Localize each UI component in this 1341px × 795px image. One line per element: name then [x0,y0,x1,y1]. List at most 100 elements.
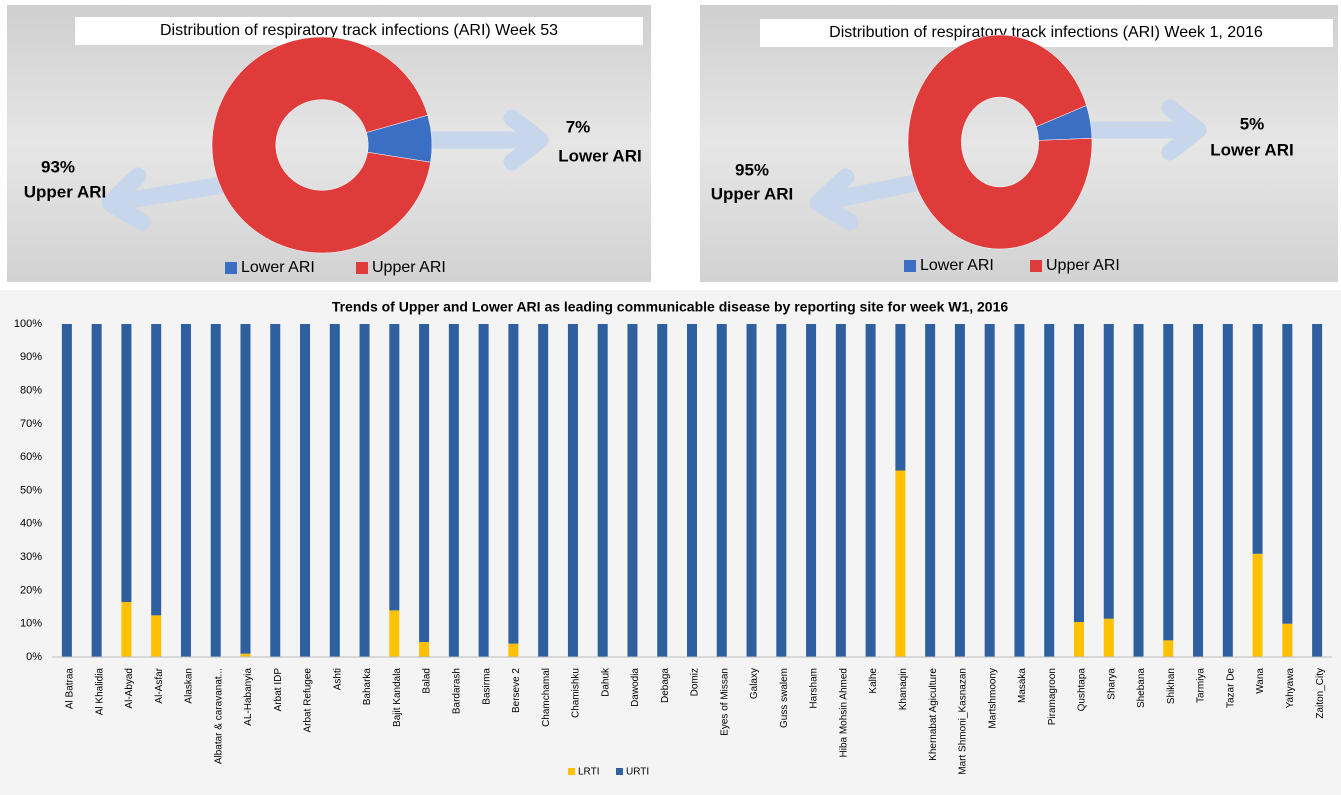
x-tick-label: Debaga [660,668,671,703]
x-tick-label: Shikhan [1166,668,1177,704]
x-tick-label: Harsham [809,668,820,709]
bar-segment [91,324,102,657]
x-tick-label: Balad [422,668,433,694]
legend-swatch [356,262,368,274]
x-tick-label: Yahyawa [1285,668,1296,709]
x-tick-label: Hiba Mohsin Ahmed [838,668,849,758]
bar-segment [270,324,281,657]
x-tick-label: Mart Shmoni_Kasnazan [958,668,969,775]
x-tick-label: Al-Asfar [154,667,165,703]
arrow [413,109,549,171]
bar-segment [984,324,995,657]
bar-segment [329,324,340,657]
legend-label: Lower ARI [241,259,315,276]
x-tick-label: AL-Habanyia [243,668,254,726]
slice-label: Lower ARI [1210,140,1293,159]
bar-segment [389,610,400,657]
bar-segment [1014,324,1025,657]
chart-title: Distribution of respiratory track infect… [829,24,1263,41]
bar-segment [151,615,162,657]
bar-segment [448,324,459,657]
bar-segment [1073,324,1084,623]
y-tick-label: 30% [20,551,42,563]
x-tick-label: Basirma [481,668,492,705]
legend-label: LRTI [578,767,600,778]
x-tick-label: Zaiton_City [1315,668,1326,719]
bar-segment [806,324,817,657]
bar-segment [240,324,251,654]
legend-label: URTI [626,767,649,778]
y-tick-label: 80% [20,385,42,397]
x-tick-label: Khanaqin [898,668,909,710]
x-tick-label: Al Khalidia [94,668,105,716]
value-label: 5% [1240,114,1265,133]
chart-title: Trends of Upper and Lower ARI as leading… [332,299,1009,315]
legend-swatch [904,260,916,272]
x-tick-label: Dawodia [630,668,641,707]
chart-title: Distribution of respiratory track infect… [160,22,558,39]
bar-segment [151,324,162,616]
panel [0,290,1341,795]
arrow [809,168,939,231]
arrow [1079,99,1207,161]
x-tick-label: Ashti [332,668,343,690]
x-tick-label: Tazar De [1225,668,1236,708]
bar-segment [627,324,638,657]
bar-segment [895,324,906,471]
bar-segment [925,324,936,657]
x-tick-label: Chamchamal [541,668,552,727]
x-tick-label: Tarmiya [1196,668,1207,703]
bar-segment [359,324,370,657]
bar-segment [1222,324,1233,657]
slice-label: Lower ARI [558,146,641,165]
bar-segment [1044,324,1055,657]
bar-segment [746,324,757,657]
value-label: 7% [566,117,591,136]
x-tick-label: Chamishku [571,668,582,718]
x-tick-label: Wana [1255,668,1266,694]
bar-segment [835,324,846,657]
legend-swatch [225,262,237,274]
bar-segment [419,324,430,643]
y-tick-label: 0% [26,651,42,663]
y-tick-label: 50% [20,484,42,496]
x-tick-label: Bajit Kandala [392,668,403,727]
bar-segment [61,324,72,657]
x-tick-label: Bardarash [452,668,463,714]
y-tick-label: 100% [14,318,42,330]
x-tick-label: Galaxy [749,668,760,699]
bar-segment [716,324,727,657]
title-box [75,17,643,45]
x-tick-label: Arbat Refugee [303,668,314,733]
y-tick-label: 60% [20,451,42,463]
title-box [760,19,1333,47]
bar-segment [1103,618,1114,657]
value-label: 95% [735,160,769,179]
x-tick-label: Albatar & caravanat... [213,668,224,764]
x-tick-label: Martshmoony [987,668,998,729]
slice [211,36,431,254]
x-tick-label: Dahuk [600,667,611,697]
bar-segment [538,324,549,657]
bar-segment [1282,623,1293,657]
y-tick-label: 70% [20,418,42,430]
bar-segment [1312,324,1323,657]
bar-segment [1282,324,1293,624]
x-tick-label: Piramagroon [1047,668,1058,725]
bar-segment [389,324,400,611]
bar-segment [657,324,668,657]
x-tick-label: Domiz [690,668,701,696]
bar-segment [954,324,965,657]
bar-segment [300,324,311,657]
legend-swatch [568,768,575,775]
legend-label: Upper ARI [1046,257,1120,274]
bar-segment [1163,640,1174,657]
slice-label: Upper ARI [711,184,794,203]
bar-segment [776,324,787,657]
bar-segment [210,324,221,657]
bar-segment [1252,324,1263,554]
legend-swatch [616,768,623,775]
x-tick-label: Guss swalem [779,668,790,728]
x-tick-label: Baharka [362,668,373,706]
